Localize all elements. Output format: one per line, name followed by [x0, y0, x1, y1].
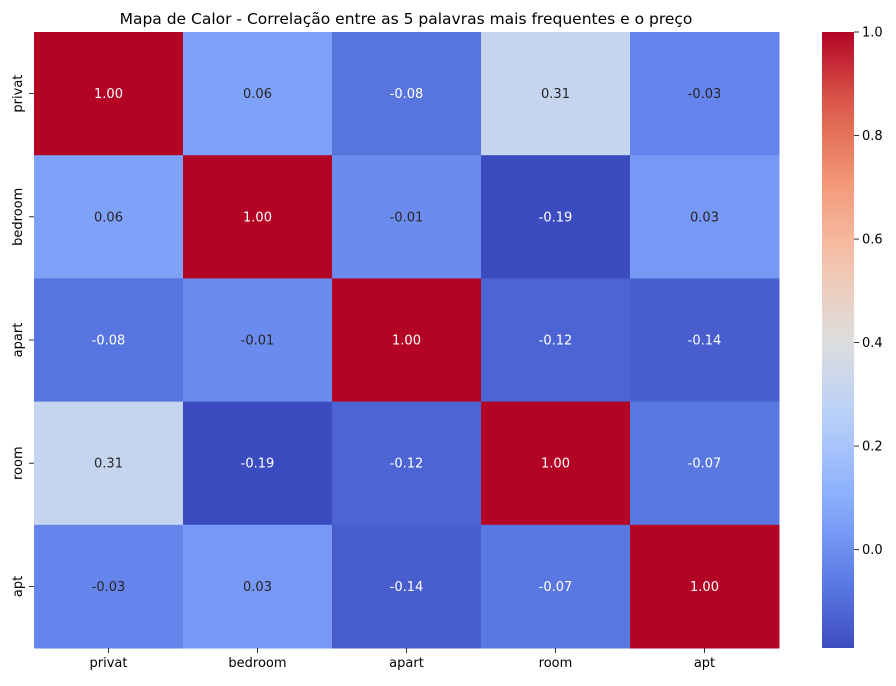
- heatmap-cell: [34, 524, 184, 649]
- cell-value-label: -0.19: [539, 210, 573, 225]
- heatmap-cells: [34, 32, 780, 649]
- x-tick-label: room: [539, 656, 573, 671]
- cell-value-label: -0.14: [688, 334, 722, 349]
- cell-value-label: -0.12: [539, 334, 573, 349]
- heatmap-cell: [183, 401, 333, 526]
- heatmap-cell: [183, 524, 333, 649]
- heatmap-cell: [630, 524, 780, 649]
- heatmap-cell: [332, 401, 482, 526]
- heatmap-cell: [481, 401, 631, 526]
- cell-value-label: -0.07: [539, 580, 573, 595]
- cell-value-label: -0.01: [241, 334, 275, 349]
- colorbar-tick-label: 1.0: [862, 26, 883, 41]
- colorbar-tick-label: 0.2: [862, 440, 883, 455]
- heatmap-cell: [183, 32, 333, 156]
- colorbar-gradient: [822, 32, 854, 648]
- heatmap-cell: [630, 401, 780, 526]
- cell-value-label: -0.08: [92, 334, 126, 349]
- x-tick-label: apart: [389, 656, 424, 671]
- cell-value-label: 0.06: [243, 87, 272, 102]
- heatmap-cell: [34, 32, 184, 156]
- heatmap-cell: [481, 155, 631, 279]
- heatmap-cell: [630, 32, 780, 156]
- heatmap-cell: [332, 524, 482, 649]
- cell-value-label: 1.00: [541, 457, 570, 472]
- y-tick-label: privat: [11, 75, 26, 113]
- heatmap-cell: [481, 278, 631, 403]
- cell-value-label: -0.12: [390, 457, 424, 472]
- heatmap-cell: [34, 401, 184, 526]
- heatmap-cell: [332, 155, 482, 279]
- cell-value-label: -0.03: [92, 580, 126, 595]
- heatmap-cell: [332, 278, 482, 403]
- y-tick-label: bedroom: [11, 188, 26, 246]
- x-tick-label: privat: [90, 656, 128, 671]
- cell-value-label: 1.00: [94, 87, 123, 102]
- x-axis: privat bedroom apart room apt: [90, 648, 715, 671]
- cell-value-label: 0.31: [541, 87, 570, 102]
- cell-value-label: 1.00: [690, 580, 719, 595]
- y-axis: privat bedroom apart room apt: [11, 75, 34, 597]
- colorbar-tick-label: 0.0: [862, 543, 883, 558]
- cell-value-label: -0.03: [688, 87, 722, 102]
- y-tick-label: apt: [11, 576, 26, 597]
- cell-value-label: -0.19: [241, 457, 275, 472]
- x-tick-label: apt: [694, 656, 715, 671]
- cell-value-label: 0.03: [690, 210, 719, 225]
- colorbar-tick-label: 0.4: [862, 336, 883, 351]
- cell-value-label: 0.03: [243, 580, 272, 595]
- y-tick-label: apart: [11, 323, 26, 358]
- cell-value-label: 0.06: [94, 210, 123, 225]
- heatmap-cell: [34, 278, 184, 403]
- y-tick-label: room: [11, 446, 26, 480]
- colorbar-tick-label: 0.8: [862, 129, 883, 144]
- colorbar-tick-label: 0.6: [862, 233, 883, 248]
- heatmap-cell: [34, 155, 184, 279]
- cell-value-label: -0.07: [688, 457, 722, 472]
- cell-annotations: 1.00 0.06 -0.08 0.31 -0.03 0.06 1.00 -0.01 -0.19…: [92, 87, 722, 595]
- colorbar: 0.0 0.2 0.4 0.6 0.8 1.0: [822, 26, 883, 648]
- chart-title: Mapa de Calor - Correlação entre as 5 pa…: [120, 10, 693, 28]
- heatmap-cell: [183, 155, 333, 279]
- heatmap-cell: [630, 155, 780, 279]
- cell-value-label: 1.00: [392, 334, 421, 349]
- cell-value-label: -0.14: [390, 580, 424, 595]
- heatmap-cell: [183, 278, 333, 403]
- heatmap-cell: [481, 32, 631, 156]
- heatmap-cell: [630, 278, 780, 403]
- cell-value-label: -0.01: [390, 210, 424, 225]
- heatmap-cell: [481, 524, 631, 649]
- cell-value-label: 1.00: [243, 210, 272, 225]
- cell-value-label: -0.08: [390, 87, 424, 102]
- heatmap-cell: [332, 32, 482, 156]
- x-tick-label: bedroom: [228, 656, 286, 671]
- cell-value-label: 0.31: [94, 457, 123, 472]
